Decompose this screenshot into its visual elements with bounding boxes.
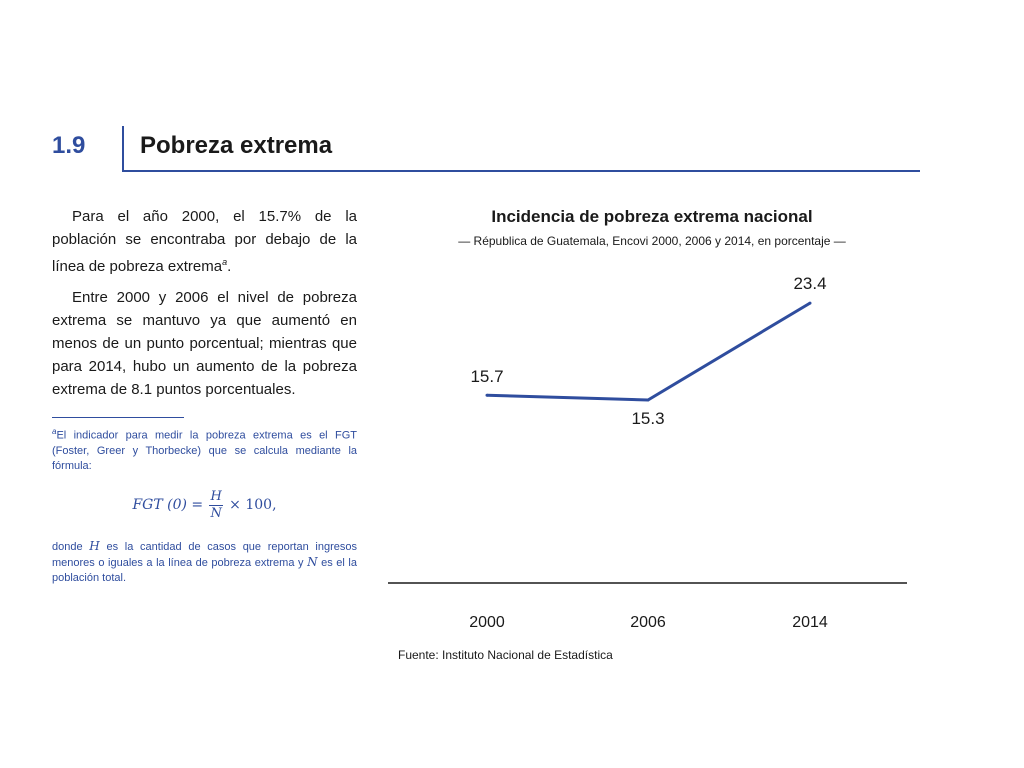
data-point-2000 [485, 393, 489, 397]
x-tick-label-2000: 2000 [469, 614, 505, 631]
formula-lhs: FGT (0) = [132, 497, 204, 514]
x-tick-label-2006: 2006 [630, 614, 666, 631]
series-line [486, 301, 811, 402]
paragraph-2: Entre 2000 y 2006 el nivel de pobreza ex… [52, 289, 357, 398]
data-point-2006 [646, 398, 650, 402]
x-tick-label-2014: 2014 [792, 614, 828, 631]
data-label-2006: 15.3 [631, 409, 664, 428]
footnote-rule [52, 417, 184, 418]
data-point-2014 [808, 301, 812, 305]
formula-numerator: H [210, 488, 222, 504]
footnote-var-n: N [307, 554, 318, 569]
paragraph-1: Para el año 2000, el 15.7% de la poblaci… [52, 208, 357, 275]
section-title: Pobreza extrema [140, 132, 333, 159]
footnote-intro-text: El indicador para medir la pobreza extre… [52, 429, 357, 472]
chart-source: Fuente: Instituto Nacional de Estadístic… [398, 648, 613, 662]
footnote-def-b: es la cantidad de casos que reportan ing… [52, 540, 357, 569]
fraction-bar [209, 504, 224, 506]
text-column: Para el año 2000, el 15.7% de la poblaci… [52, 205, 357, 586]
section-number: 1.9 [52, 132, 86, 159]
chart-subtitle: — Républica de Guatemala, Encovi 2000, 2… [458, 234, 846, 248]
paragraph-1-footnote-mark: a [222, 257, 228, 267]
paragraph-1-text: Para el año 2000, el 15.7% de la poblaci… [52, 208, 357, 275]
chart-title: Incidencia de pobreza extrema nacional [491, 207, 813, 226]
footnote-def-c: es el la población total. [52, 556, 357, 584]
footnote-definition: donde H es la cantidad de casos que repo… [52, 539, 357, 586]
formula-denominator: N [210, 505, 222, 521]
section-header: 1.9 Pobreza extrema [52, 126, 920, 172]
section-divider [122, 126, 124, 172]
footnote-intro: aEl indicador para medir la pobreza extr… [52, 424, 357, 474]
formula-rhs: × 100, [229, 497, 277, 514]
data-label-2014: 23.4 [793, 274, 826, 293]
section-rule [122, 170, 920, 172]
fgt-formula: FGT (0) = H N × 100, [52, 488, 357, 521]
footnote-var-h: H [89, 538, 100, 553]
footnote-def-a: donde [52, 540, 83, 553]
footnote-mark: a [52, 427, 57, 436]
formula-fraction: H N [209, 488, 224, 521]
data-label-2000: 15.7 [470, 367, 503, 386]
